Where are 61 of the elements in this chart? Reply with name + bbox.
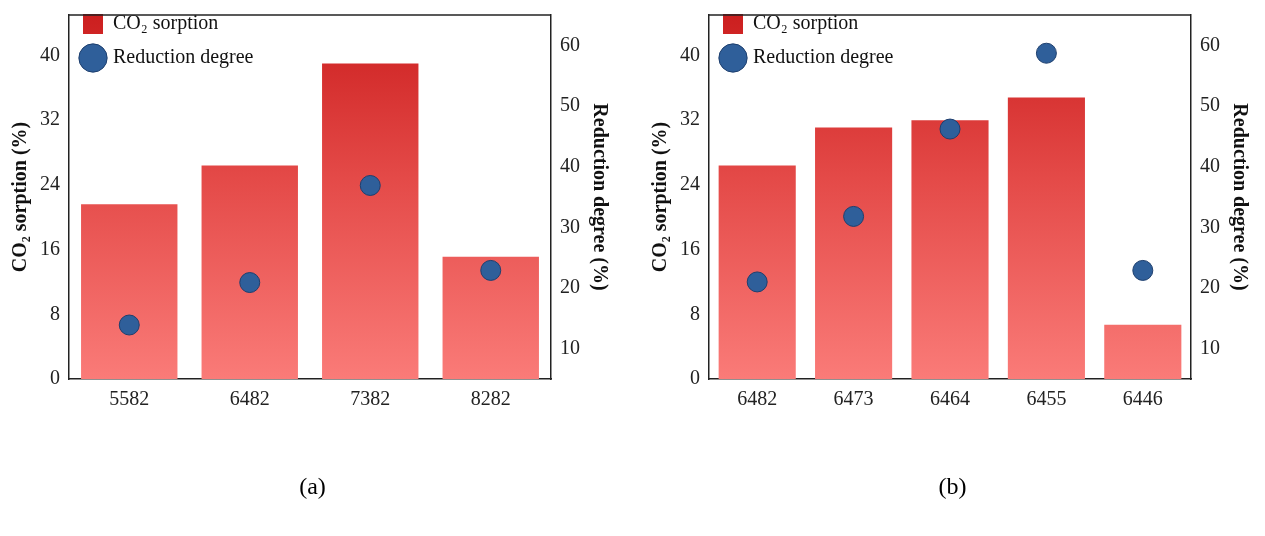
bar	[322, 63, 419, 379]
bar	[1104, 324, 1182, 379]
y2-axis-title: Reduction degree (%)	[1228, 103, 1252, 291]
x-tick-label: 6446	[1122, 387, 1163, 410]
y2-tick-label: 60	[560, 32, 580, 55]
y-tick-label: 32	[680, 107, 700, 130]
y-tick-label: 40	[680, 42, 700, 65]
legend-label: CO₂ sorption	[113, 11, 219, 35]
point	[118, 314, 140, 336]
y-axis-title: CO₂ sorption (%)	[648, 121, 672, 273]
point	[480, 259, 502, 281]
y2-tick-label: 30	[1200, 214, 1220, 237]
y-tick-label: 0	[50, 366, 60, 389]
y2-tick-label: 60	[1200, 32, 1220, 55]
bar	[718, 165, 796, 379]
y2-tick-label: 10	[1200, 335, 1220, 358]
x-tick-label: 6482	[737, 387, 778, 410]
x-tick-label: 6482	[229, 387, 270, 410]
bar	[1007, 97, 1085, 379]
y2-tick-label: 10	[560, 335, 580, 358]
point	[239, 272, 261, 294]
bar	[442, 256, 539, 379]
x-tick-label: 8282	[470, 387, 511, 410]
y2-tick-label: 50	[560, 93, 580, 116]
bar	[815, 127, 893, 379]
y2-tick-label: 50	[1200, 93, 1220, 116]
y-axis-title: CO₂ sorption (%)	[8, 121, 32, 273]
point	[746, 271, 768, 293]
x-tick-label: 6455	[1026, 387, 1067, 410]
point	[939, 118, 961, 140]
y-tick-label: 0	[690, 366, 700, 389]
y-tick-label: 32	[40, 107, 60, 130]
x-tick-label: 6464	[930, 387, 970, 410]
x-tick-label: 7382	[350, 387, 391, 410]
point	[843, 205, 865, 227]
y-tick-label: 16	[40, 236, 60, 259]
bar	[911, 120, 989, 379]
y-tick-label: 8	[690, 301, 700, 324]
y-tick-label: 8	[50, 301, 60, 324]
y-tick-label: 24	[680, 172, 700, 195]
text: (b)	[937, 473, 968, 500]
bar	[81, 204, 178, 379]
point	[1035, 42, 1057, 64]
y-tick-label: 40	[40, 42, 60, 65]
point	[359, 174, 381, 196]
legend-label: CO₂ sorption	[753, 11, 859, 35]
y2-tick-label: 40	[1200, 153, 1220, 176]
y2-tick-label: 20	[560, 275, 580, 298]
y2-axis-title: Reduction degree (%)	[588, 103, 612, 291]
point	[1132, 259, 1154, 281]
x-tick-label: 6473	[833, 387, 874, 410]
bar	[201, 165, 298, 379]
x-tick-label: 5582	[109, 387, 150, 410]
y2-tick-label: 30	[560, 214, 580, 237]
y-tick-label: 16	[680, 236, 700, 259]
text: (a)	[298, 473, 327, 500]
y2-tick-label: 20	[1200, 275, 1220, 298]
legend-label: Reduction degree	[753, 45, 894, 69]
y-tick-label: 24	[40, 172, 60, 195]
y2-tick-label: 40	[560, 153, 580, 176]
legend-label: Reduction degree	[113, 45, 254, 69]
